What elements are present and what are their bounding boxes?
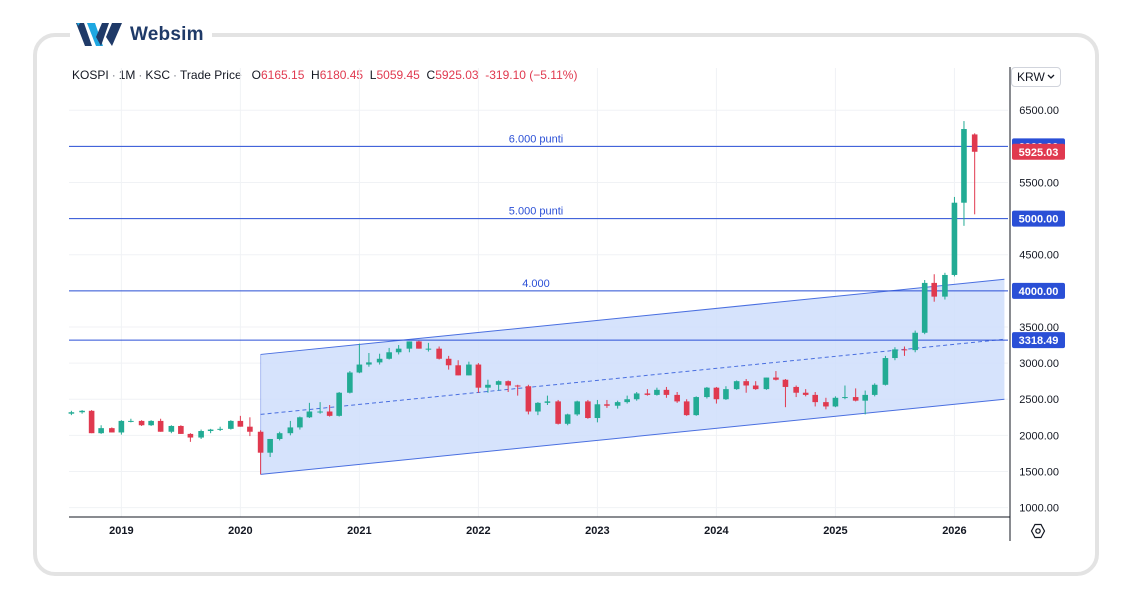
w-logo-icon bbox=[76, 23, 122, 46]
close-value: 5925.03 bbox=[435, 68, 479, 82]
high-value: 6180.45 bbox=[319, 68, 364, 82]
websim-logo: Websim bbox=[70, 20, 212, 50]
interval-label[interactable]: 1M bbox=[118, 68, 136, 82]
high-label: H bbox=[311, 68, 320, 82]
currency-label: KRW bbox=[1017, 70, 1045, 84]
open-value: 6165.15 bbox=[260, 68, 305, 82]
chevron-down-icon bbox=[1047, 74, 1055, 79]
symbol-name[interactable]: KOSPI bbox=[72, 68, 109, 82]
exchange-label: KSC bbox=[145, 68, 171, 82]
low-value: 5059.45 bbox=[376, 68, 420, 82]
close-label: C bbox=[426, 68, 436, 82]
chart-frame bbox=[33, 33, 1099, 576]
price-type-label: Trade Price bbox=[180, 68, 242, 82]
brand-name: Websim bbox=[130, 24, 204, 45]
currency-selector[interactable]: KRW bbox=[1011, 67, 1061, 87]
symbol-legend: KOSPI · 1M · KSC · Trade Price O6165.15 H6180.… bbox=[72, 68, 578, 82]
low-label: L bbox=[369, 68, 377, 82]
open-label: O bbox=[251, 68, 261, 82]
change-value: -319.10 (−5.11%) bbox=[485, 68, 578, 82]
